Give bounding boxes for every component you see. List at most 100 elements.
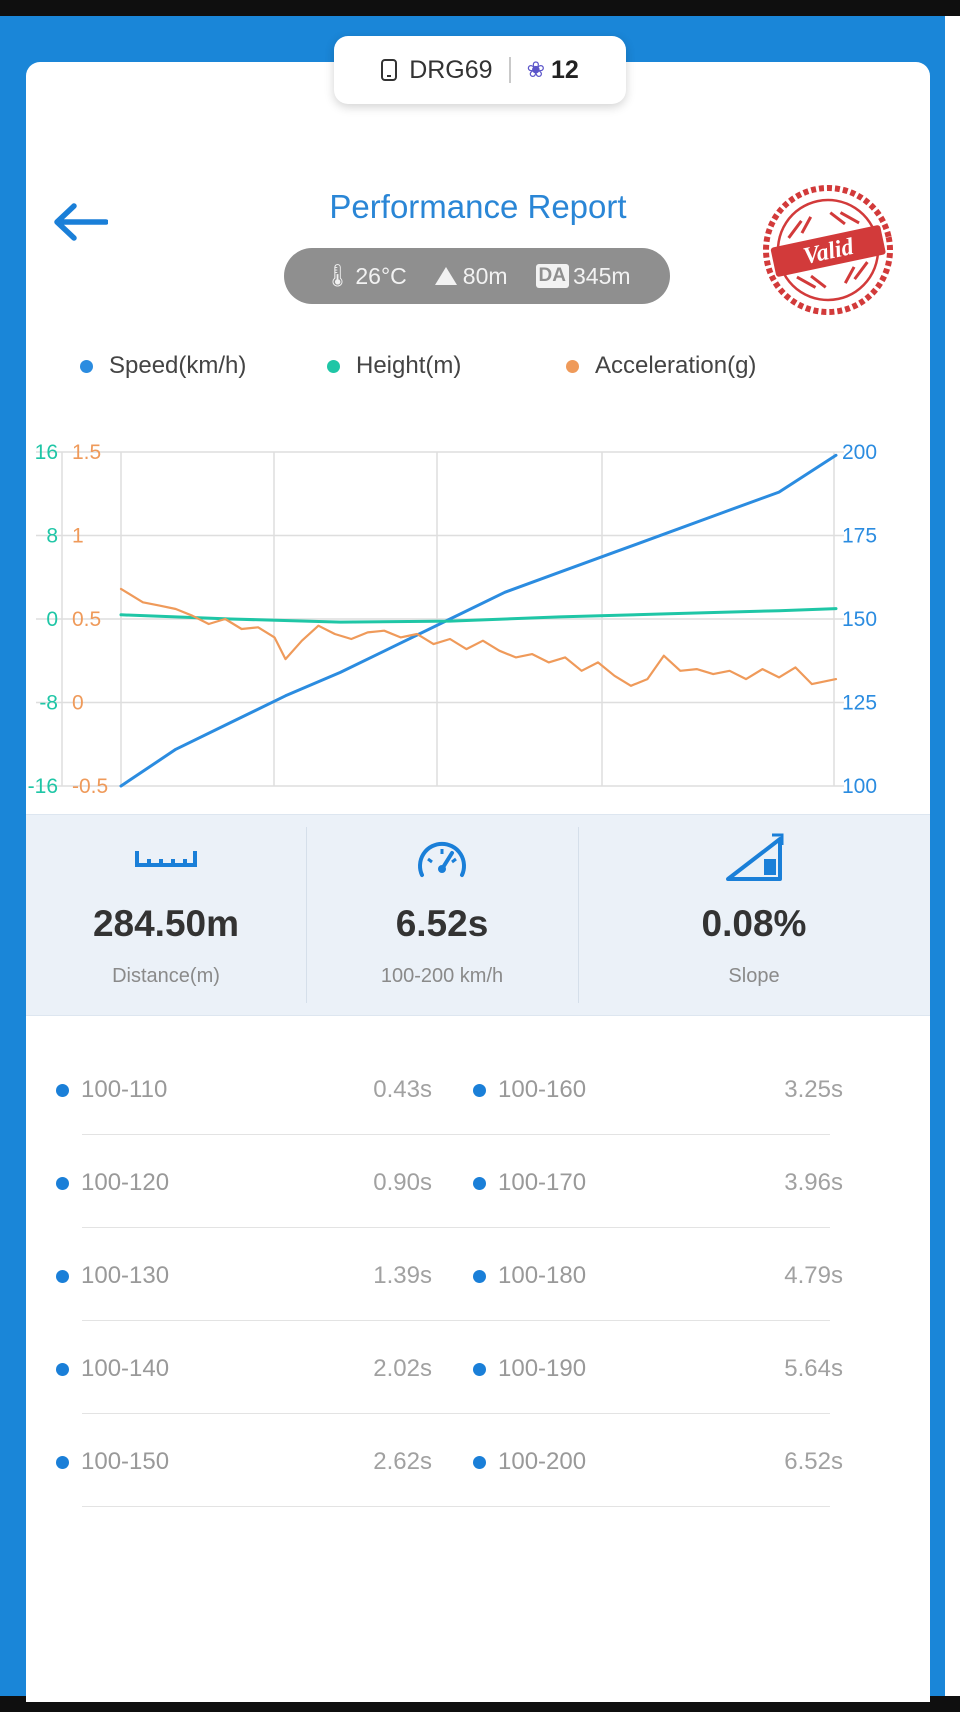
right-edge xyxy=(945,16,960,1696)
split-time: 4.79s xyxy=(784,1262,843,1289)
acceleration-tick-label: -0.5 xyxy=(72,775,108,798)
split-dot xyxy=(473,1362,486,1376)
stat-slope: 0.08% Slope xyxy=(578,815,930,1015)
legend-dot-speed xyxy=(80,359,93,373)
legend-label-acceleration: Acceleration(g) xyxy=(595,352,757,379)
stats-panel: 284.50m Distance(m) 6.52s 100-200 km/h xyxy=(26,814,930,1016)
stat-time: 6.52s 100-200 km/h xyxy=(306,815,578,1015)
split-dot xyxy=(56,1269,69,1283)
back-arrow-icon xyxy=(54,203,108,241)
split-row: 100-140 2.02s xyxy=(56,1349,466,1389)
split-dot xyxy=(56,1083,69,1097)
density-altitude-value: 345m xyxy=(572,262,631,289)
report-card: Performance Report 🌡︎ 26°C 80m DA 345m xyxy=(26,62,930,1702)
back-button[interactable] xyxy=(46,192,114,252)
device-pill[interactable]: DRG69 ❀ 12 xyxy=(334,36,626,104)
speed-tick-label: 150 xyxy=(842,608,877,631)
time-label: 100-200 km/h xyxy=(380,965,504,987)
speed-tick-label: 200 xyxy=(842,441,877,464)
altitude-item: 80m xyxy=(434,262,508,290)
legend-item-height: Height(m) xyxy=(327,352,461,380)
acceleration-tick-label: 1.5 xyxy=(72,441,101,464)
speedometer-icon xyxy=(418,841,466,877)
distance-value: 284.50m xyxy=(92,903,240,944)
legend-label-height: Height(m) xyxy=(356,352,462,379)
device-name: DRG69 xyxy=(409,55,493,84)
pill-separator xyxy=(508,57,511,83)
split-dot xyxy=(473,1269,486,1283)
thermometer-icon: 🌡︎ xyxy=(323,263,352,288)
height-tick-label: -8 xyxy=(39,692,58,715)
stamp-text: Valid xyxy=(801,234,857,270)
slope-value: 0.08% xyxy=(701,903,807,944)
chart-legend: Speed(km/h) Height(m) Acceleration(g) xyxy=(52,352,756,392)
split-range: 100-180 xyxy=(498,1262,587,1289)
split-time: 2.62s xyxy=(373,1448,432,1475)
split-divider xyxy=(82,1506,830,1507)
temperature-value: 26°C xyxy=(355,262,407,289)
split-time: 3.25s xyxy=(784,1076,843,1103)
legend-item-acceleration: Acceleration(g) xyxy=(566,352,756,380)
acceleration-tick-label: 1 xyxy=(72,525,84,548)
split-row: 100-120 0.90s xyxy=(56,1163,466,1203)
stat-distance: 284.50m Distance(m) xyxy=(26,815,306,1015)
temperature-item: 🌡︎ 26°C xyxy=(323,263,406,290)
split-row: 100-170 3.96s xyxy=(473,1163,883,1203)
split-row: 100-160 3.25s xyxy=(473,1070,883,1110)
speed-tick-label: 125 xyxy=(842,692,877,715)
slope-icon xyxy=(726,833,784,881)
split-row: 100-200 6.52s xyxy=(473,1442,883,1482)
split-divider xyxy=(82,1227,830,1228)
split-range: 100-160 xyxy=(498,1076,587,1103)
ruler-icon xyxy=(135,851,197,867)
split-row: 100-180 4.79s xyxy=(473,1256,883,1296)
split-dot xyxy=(473,1176,486,1190)
da-badge: DA xyxy=(535,264,569,288)
split-time: 3.96s xyxy=(784,1169,843,1196)
phone-icon xyxy=(381,59,398,81)
split-range: 100-200 xyxy=(498,1448,587,1475)
speed-line xyxy=(119,453,838,788)
legend-dot-acceleration xyxy=(566,359,579,373)
stat-divider xyxy=(578,827,579,1003)
split-divider xyxy=(82,1134,830,1135)
split-dot xyxy=(473,1083,486,1097)
distance-label: Distance(m) xyxy=(112,965,220,987)
altitude-value: 80m xyxy=(462,262,508,289)
stat-divider xyxy=(306,827,307,1003)
app-background: Performance Report 🌡︎ 26°C 80m DA 345m xyxy=(0,16,960,1702)
satellite-icon: ❀ xyxy=(526,57,545,82)
mountain-icon xyxy=(434,267,457,285)
satellite-count: 12 xyxy=(551,55,579,84)
acceleration-tick-label: 0 xyxy=(72,692,84,715)
acceleration-line xyxy=(119,587,838,687)
split-range: 100-140 xyxy=(81,1355,170,1382)
split-time: 1.39s xyxy=(373,1262,432,1289)
split-dot xyxy=(473,1455,486,1469)
split-dot xyxy=(56,1176,69,1190)
split-row: 100-190 5.64s xyxy=(473,1349,883,1389)
performance-chart: 16 1.5 200 8 1 175 0 0.5 150 -8 0 125 -16 -0.5 100 xyxy=(28,441,877,798)
split-range: 100-110 xyxy=(81,1076,168,1103)
split-time: 0.43s xyxy=(373,1076,432,1103)
height-line xyxy=(119,607,838,624)
split-range: 100-190 xyxy=(498,1355,587,1382)
speed-tick-label: 100 xyxy=(842,775,877,798)
page-title: Performance Report xyxy=(329,188,627,225)
split-row: 100-130 1.39s xyxy=(56,1256,466,1296)
split-dot xyxy=(56,1455,69,1469)
split-time: 6.52s xyxy=(784,1448,843,1475)
split-time: 5.64s xyxy=(784,1355,843,1382)
height-tick-label: 8 xyxy=(46,525,58,548)
slope-label: Slope xyxy=(728,965,780,987)
split-divider xyxy=(82,1413,830,1414)
valid-stamp: Valid xyxy=(763,185,893,315)
split-dot xyxy=(56,1362,69,1376)
split-range: 100-130 xyxy=(81,1262,170,1289)
split-range: 100-150 xyxy=(81,1448,170,1475)
legend-label-speed: Speed(km/h) xyxy=(109,352,247,379)
split-row: 100-110 0.43s xyxy=(56,1070,466,1110)
density-altitude-item: DA 345m xyxy=(535,262,631,290)
conditions-pill: 🌡︎ 26°C 80m DA 345m xyxy=(284,248,670,304)
split-row: 100-150 2.62s xyxy=(56,1442,466,1482)
